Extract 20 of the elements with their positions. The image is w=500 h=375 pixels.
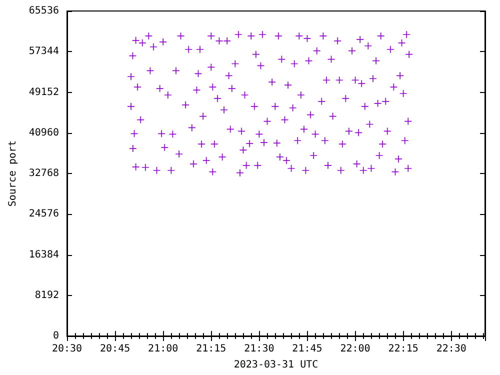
x-tick-label: 21:00 [148, 344, 178, 354]
y-tick-label: 8192 [34, 290, 59, 301]
y-axis-title: Source port [8, 140, 18, 207]
y-tick-label: 24576 [28, 208, 59, 220]
y-tick-label: 32768 [28, 168, 59, 179]
x-tick-label: 22:00 [340, 344, 370, 354]
x-axis-title: 2023-03-31 UTC [234, 360, 318, 370]
x-tick-label: 21:15 [196, 344, 226, 354]
x-tick-label: 22:30 [436, 344, 466, 354]
y-tick-label: 57344 [28, 46, 59, 58]
y-tick-label: 0 [52, 330, 59, 342]
x-tick-label: 20:45 [100, 344, 130, 354]
x-tick-label: 22:15 [388, 344, 418, 354]
x-tick-label: 21:30 [244, 344, 274, 354]
x-tick-label: 20:30 [52, 344, 82, 354]
y-tick-label: 65536 [28, 6, 59, 16]
x-tick-label: 21:45 [292, 344, 322, 354]
y-tick-label: 16384 [28, 249, 59, 260]
y-tick-label: 40960 [28, 127, 59, 138]
y-tick-label: 49152 [28, 86, 59, 98]
